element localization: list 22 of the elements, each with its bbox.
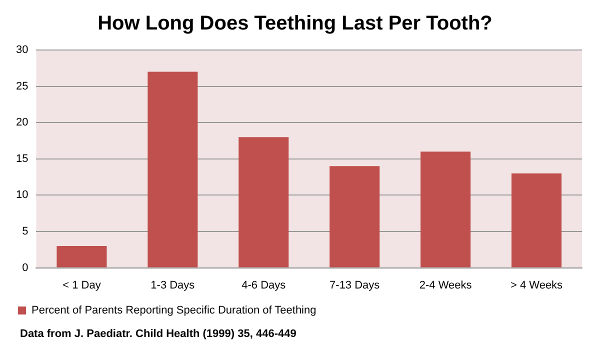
bar bbox=[330, 166, 380, 268]
bar bbox=[148, 72, 198, 268]
bar bbox=[512, 173, 562, 268]
x-tick-label: 2-4 Weeks bbox=[419, 279, 472, 292]
legend-label: Percent of Parents Reporting Specific Duration of Teething bbox=[32, 304, 316, 317]
bar bbox=[56, 246, 107, 268]
y-tick-label: 30 bbox=[16, 44, 28, 56]
y-tick-label: 5 bbox=[22, 226, 28, 238]
x-tick-label: 4-6 Days bbox=[242, 279, 286, 292]
y-tick-label: 20 bbox=[16, 116, 28, 129]
chart-title: How Long Does Teething Last Per Tooth? bbox=[98, 12, 492, 35]
x-tick-label: < 1 Day bbox=[62, 279, 102, 292]
bar bbox=[238, 137, 289, 268]
y-tick-label: 0 bbox=[22, 262, 28, 274]
y-tick-label: 25 bbox=[16, 80, 28, 92]
bar bbox=[420, 152, 471, 268]
y-tick-label: 10 bbox=[16, 189, 28, 202]
x-tick-label: 1-3 Days bbox=[150, 279, 196, 292]
x-tick-label: 7-13 Days bbox=[330, 279, 380, 292]
x-tick-label: > 4 Weeks bbox=[510, 279, 564, 292]
y-tick-label: 15 bbox=[16, 152, 28, 165]
text: Data from J. Paediatr. Child Health (1999) 35, 446-449 bbox=[19, 328, 298, 340]
